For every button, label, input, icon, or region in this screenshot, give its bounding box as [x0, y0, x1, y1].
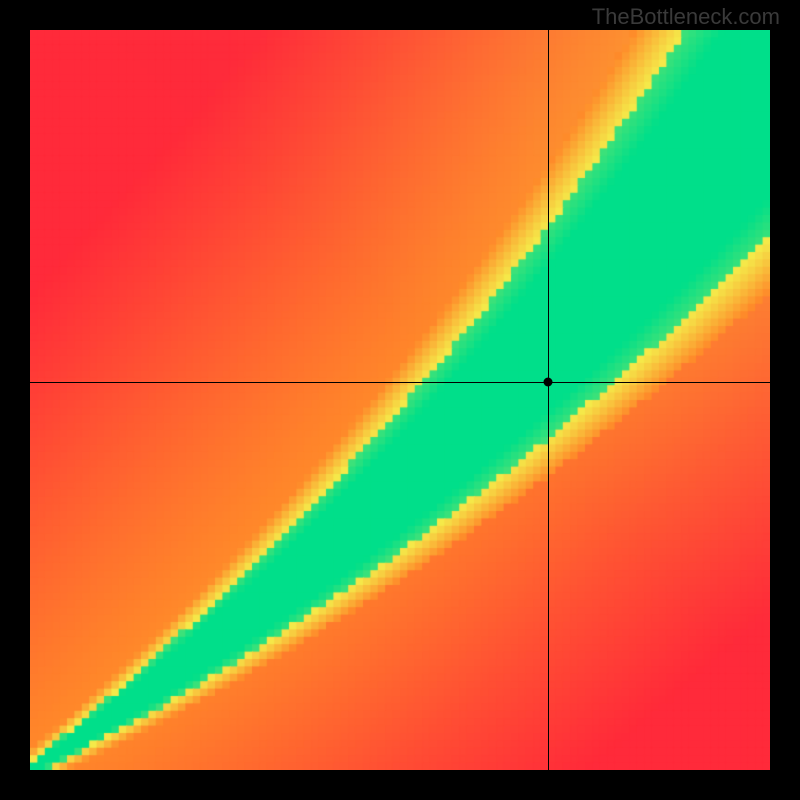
bottleneck-heatmap: [30, 30, 770, 770]
crosshair-marker: [544, 377, 553, 386]
crosshair-vertical: [548, 30, 549, 770]
crosshair-horizontal: [30, 382, 770, 383]
watermark-text: TheBottleneck.com: [592, 4, 780, 30]
